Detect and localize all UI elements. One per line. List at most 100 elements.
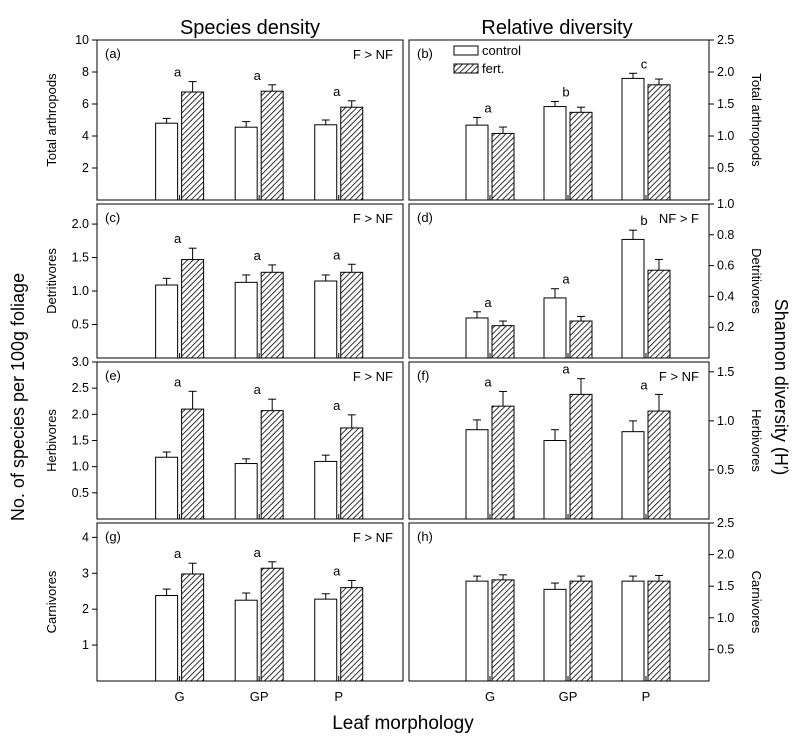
significance-letter: c	[641, 56, 648, 71]
significance-letter: a	[562, 362, 570, 377]
panel-tag: (d)	[417, 210, 433, 225]
y-tick-label: 3	[82, 566, 89, 580]
y-tick-label: 2.5	[72, 381, 89, 395]
significance-letter: b	[640, 213, 647, 228]
bar-control	[314, 460, 338, 520]
significance-letter: a	[254, 68, 262, 83]
significance-letter: a	[174, 546, 182, 561]
legend: control fert.	[453, 43, 521, 76]
y-tick-label: 1.0	[717, 129, 734, 143]
panel-note: F > NF	[353, 530, 393, 545]
y-tick-label: 4	[82, 129, 89, 143]
y-tick-label: 10	[75, 33, 89, 47]
y-label-right: Shannon diversity (H′)	[771, 299, 791, 475]
significance-letter: a	[333, 247, 341, 262]
bar-control	[543, 297, 567, 359]
bar-fert	[491, 325, 515, 359]
bar-fert	[260, 567, 284, 682]
bar-fert	[340, 271, 364, 359]
row-label: Total arthropods	[749, 73, 764, 167]
bar-fert	[260, 271, 284, 359]
bar-fert	[647, 580, 671, 682]
x-label: Leaf morphology	[332, 713, 474, 734]
bar-fert	[260, 90, 284, 201]
y-tick-label: 1.0	[717, 197, 734, 211]
y-tick-label: 1.5	[717, 579, 734, 593]
panel-tag: (f)	[417, 368, 429, 383]
bar-fert	[569, 393, 593, 520]
col-title-relative-diversity: Relative diversity	[481, 17, 632, 39]
bar-control	[465, 317, 489, 359]
row-label: Total arthropods	[44, 73, 59, 167]
y-tick-label: 1	[82, 638, 89, 652]
y-tick-label: 1.0	[72, 284, 89, 298]
significance-letter: a	[174, 374, 182, 389]
bar-fert	[647, 269, 671, 359]
significance-letter: a	[484, 374, 492, 389]
bar-control	[234, 463, 258, 520]
bar-control	[465, 580, 489, 682]
bar-fert	[340, 427, 364, 520]
bar-control	[621, 431, 645, 520]
y-tick-label: 2.0	[72, 407, 89, 421]
y-tick-label: 1.5	[72, 434, 89, 448]
y-tick-label: 0.5	[72, 486, 89, 500]
panel-note: F > NF	[353, 211, 393, 226]
legend-swatch-fert	[453, 63, 479, 74]
panel-tag: (g)	[105, 529, 121, 544]
bar-fert	[647, 410, 671, 520]
y-tick-label: 0.5	[72, 318, 89, 332]
y-tick-label: 1.0	[717, 414, 734, 428]
y-tick-label: 0.5	[717, 161, 734, 175]
bar-control	[621, 580, 645, 682]
y-tick-label: 2.0	[717, 548, 734, 562]
bar-control	[155, 456, 179, 520]
bar-control	[155, 595, 179, 682]
bar-fert	[340, 587, 364, 682]
bar-fert	[569, 320, 593, 359]
panel-note: NF > F	[659, 211, 699, 226]
y-tick-label: 0.6	[717, 259, 734, 273]
bar-control	[155, 284, 179, 359]
y-tick-label: 2.5	[717, 33, 734, 47]
bar-fert	[491, 579, 515, 682]
significance-letter: a	[254, 545, 262, 560]
row-label: Herbivores	[44, 409, 59, 472]
y-tick-label: 1.0	[717, 611, 734, 625]
y-tick-label: 8	[82, 65, 89, 79]
bar-control	[234, 599, 258, 682]
significance-letter: a	[254, 248, 262, 263]
panel-tag: (h)	[417, 529, 433, 544]
bar-control	[621, 77, 645, 201]
y-tick-label: 1.5	[72, 251, 89, 265]
bar-control	[234, 126, 258, 201]
y-tick-label: 2	[82, 161, 89, 175]
bar-control	[543, 440, 567, 520]
x-tick-label: GP	[250, 689, 269, 704]
bar-control	[543, 106, 567, 201]
row-label: Carnivores	[749, 571, 764, 634]
y-tick-label: 2.5	[717, 516, 734, 530]
panel-note: F > NF	[353, 47, 393, 62]
y-tick-label: 0.4	[717, 289, 734, 303]
bar-fert	[647, 84, 671, 201]
y-tick-label: 2.0	[72, 217, 89, 231]
bar-control	[314, 280, 338, 359]
bar-control	[465, 124, 489, 201]
significance-letter: a	[562, 272, 570, 287]
bar-fert	[181, 91, 205, 201]
significance-letter: a	[640, 377, 648, 392]
bar-control	[314, 598, 338, 682]
significance-letter: a	[484, 100, 492, 115]
bar-fert	[181, 408, 205, 520]
panel-tag: (e)	[105, 368, 121, 383]
panel-tag: (a)	[105, 46, 121, 61]
y-tick-label: 3.0	[72, 355, 89, 369]
y-tick-label: 0.5	[717, 463, 734, 477]
legend-swatch-control	[453, 45, 479, 56]
x-tick-label: G	[485, 689, 495, 704]
bar-control	[465, 429, 489, 520]
bar-fert	[181, 573, 205, 682]
panel-tag: (b)	[417, 46, 433, 61]
